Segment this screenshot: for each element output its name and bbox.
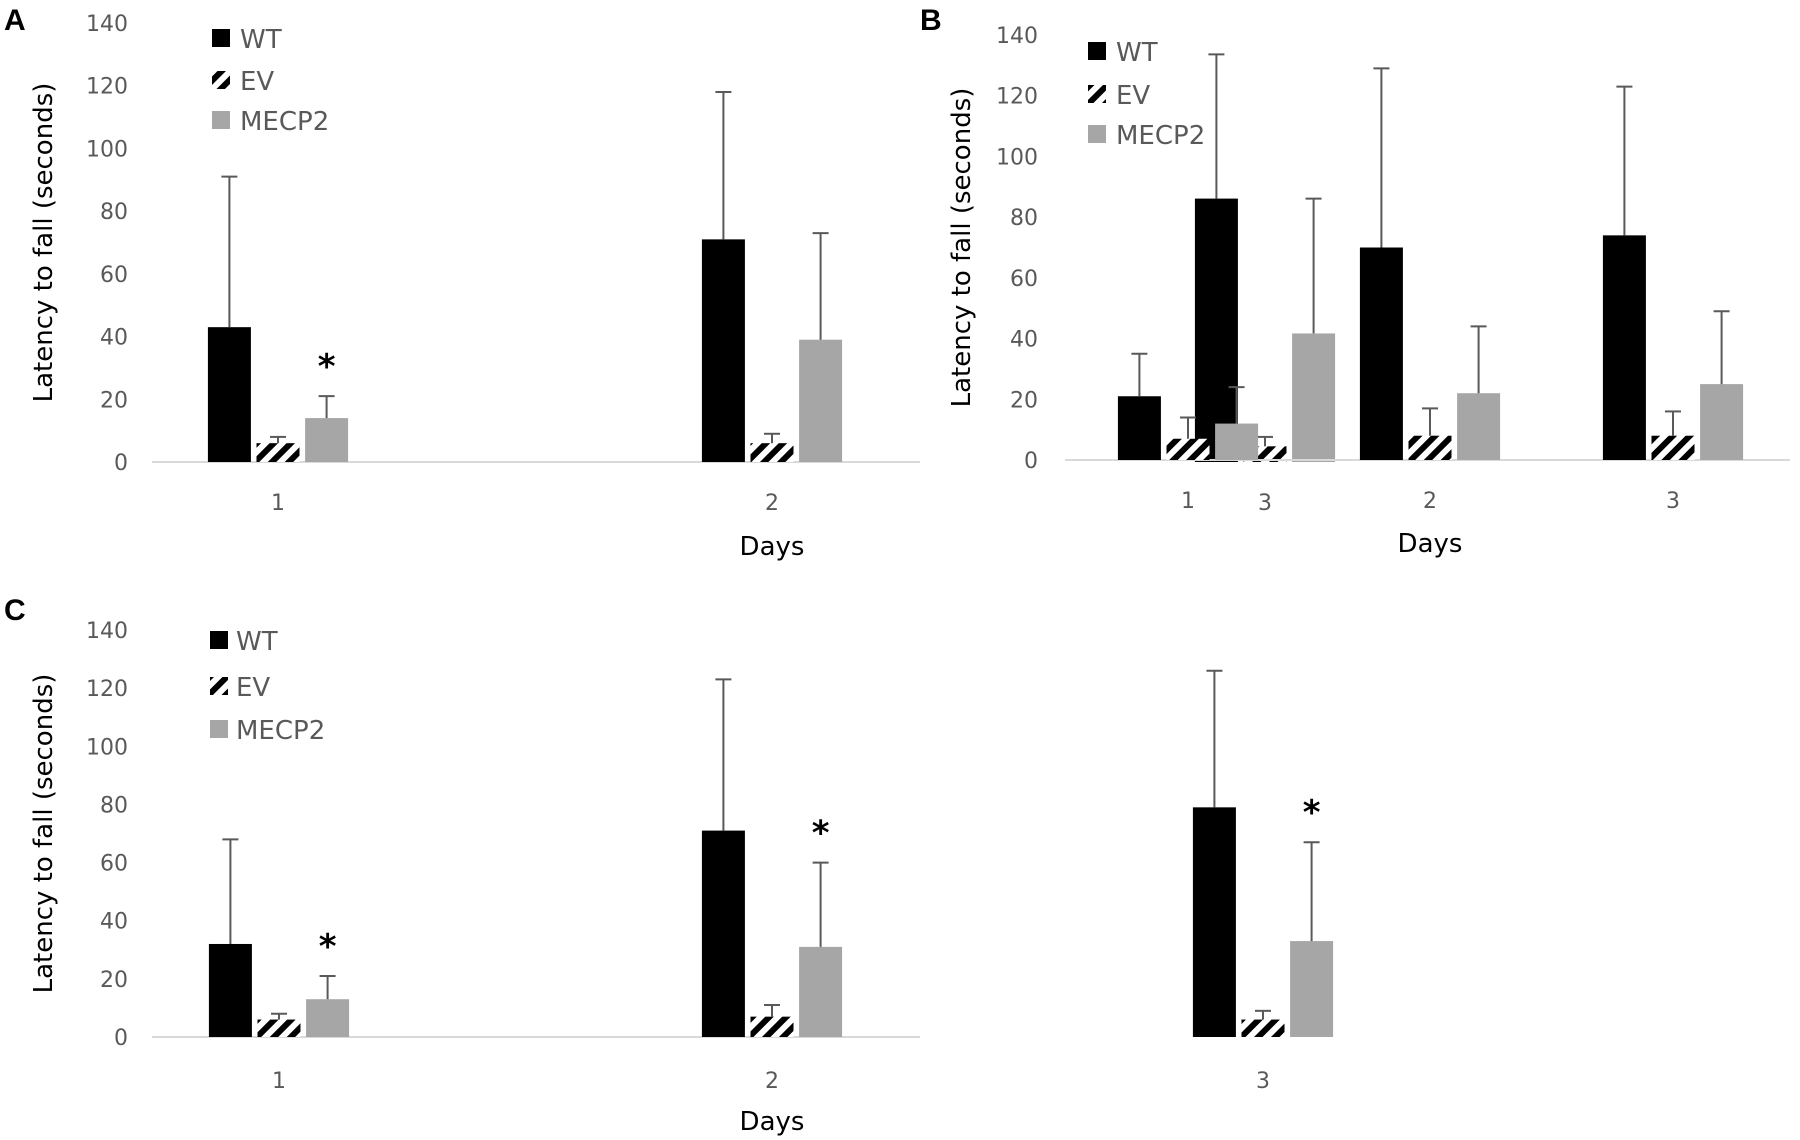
legend-label-ev: EV [240,67,274,97]
bar-mecp2-day3 [1290,941,1334,1037]
legend-swatch-wt [210,631,228,649]
bar-mecp2-day1 [305,418,349,462]
legend-label-wt: WT [1116,38,1158,68]
x-axis-title: Days [1398,529,1463,559]
bar-ev-day3 [1241,1019,1285,1037]
bar-mecp2-day1 [1215,423,1259,460]
panel-B: B 0 20 40 60 80 100 120 140 Latency to fall (seco… [920,4,1790,559]
y-tick-label: 140 [86,619,128,644]
x-tick-label: 2 [765,491,779,516]
bar-mecp2-day2 [1457,393,1501,460]
y-tick-label: 120 [86,677,128,702]
legend-swatch-ev [212,71,230,89]
panel-letter: C [4,594,26,627]
legend-swatch-ev [1088,85,1106,103]
x-tick-label: 1 [1181,489,1195,514]
y-tick-label: 100 [996,145,1038,170]
bar-mecp2-day3 [1292,333,1336,462]
bar-wt-day2 [701,239,745,462]
significance-marker: * [319,927,337,967]
x-tick-label: 1 [272,1069,286,1094]
legend-swatch-wt [212,29,230,47]
bar-ev-day2 [1408,435,1452,460]
bar-wt-day3 [1602,235,1646,460]
y-tick-label: 0 [114,451,128,476]
bar-mecp2-day3 [1700,384,1744,460]
x-tick-label: 2 [1423,489,1437,514]
x-axis-title: Days [740,1107,805,1137]
bar-ev-day1 [1166,438,1210,460]
y-tick-label: 60 [100,852,128,877]
bar-wt-day2 [701,830,745,1037]
y-tick-label: 40 [100,910,128,935]
bar-wt-day1 [208,943,252,1037]
y-tick-label: 80 [100,200,128,225]
y-tick-label: 0 [1024,449,1038,474]
y-tick-label: 120 [86,75,128,100]
bar-ev-day2 [750,1016,794,1037]
panel-letter: A [4,4,26,37]
bar-wt-day1 [207,327,251,462]
x-tick-label: 3 [1258,491,1272,516]
bar-wt-day2 [1359,247,1403,460]
x-tick-label: 3 [1666,489,1680,514]
y-tick-label: 120 [996,85,1038,110]
bar-wt-day1 [1117,396,1161,460]
y-tick-label: 60 [1010,267,1038,292]
legend-swatch-mecp2 [212,111,230,129]
bar-mecp2-day2 [799,339,843,462]
y-tick-label: 40 [100,326,128,351]
bar-ev-day1 [257,1019,301,1037]
y-tick-label: 20 [100,388,128,413]
x-tick-label: 1 [271,491,285,516]
bar-mecp2-day2 [799,946,843,1037]
y-tick-label: 80 [100,793,128,818]
y-axis-title: Latency to fall (seconds) [29,674,59,994]
y-tick-label: 20 [1010,388,1038,413]
legend-label-ev: EV [236,673,270,703]
y-axis-title: Latency to fall (seconds) [29,83,59,403]
legend-label-wt: WT [236,627,278,657]
bar-ev-day1 [256,443,300,462]
y-tick-label: 40 [1010,328,1038,353]
legend-swatch-mecp2 [210,720,228,738]
legend-swatch-wt [1088,42,1106,60]
legend-label-mecp2: MECP2 [236,716,325,746]
legend-label-mecp2: MECP2 [240,107,329,137]
x-tick-label: 2 [765,1069,779,1094]
y-tick-label: 140 [86,12,128,37]
y-axis-title: Latency to fall (seconds) [947,88,977,408]
y-tick-label: 60 [100,263,128,288]
y-tick-label: 0 [114,1026,128,1051]
y-tick-label: 100 [86,735,128,760]
bar-ev-day2 [750,443,794,462]
y-tick-label: 140 [996,24,1038,49]
bar-wt-day3 [1194,198,1238,462]
y-tick-label: 100 [86,137,128,162]
bar-mecp2-day1 [306,999,350,1037]
legend-label-mecp2: MECP2 [1116,121,1205,151]
significance-marker: * [812,814,830,854]
x-tick-label: 3 [1256,1069,1270,1094]
legend: WT EV MECP2 [1088,38,1205,151]
legend-swatch-ev [210,677,228,695]
x-axis-title: Days [740,532,805,562]
significance-marker: * [318,347,336,387]
bar-wt-day3 [1192,807,1236,1037]
legend: WT EV MECP2 [210,627,325,746]
legend: WT EV MECP2 [212,25,329,137]
panel-C: C 0 20 40 60 80 100 120 140 Latency to fall (seco… [4,594,1334,1137]
legend-swatch-mecp2 [1088,125,1106,143]
y-tick-label: 80 [1010,206,1038,231]
panel-letter: B [920,4,942,37]
significance-marker: * [1303,793,1321,833]
legend-label-wt: WT [240,25,282,55]
legend-label-ev: EV [1116,81,1150,111]
y-tick-label: 20 [100,968,128,993]
bar-ev-day3 [1651,435,1695,460]
